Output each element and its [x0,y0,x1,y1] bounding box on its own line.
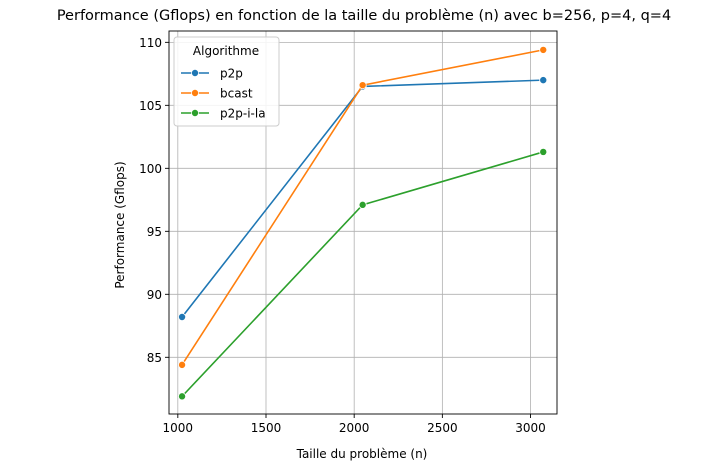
data-point [178,360,187,369]
legend-title: Algorithme [193,44,259,58]
data-point [178,312,187,321]
data-point [539,147,548,156]
y-tick-label: 85 [147,351,162,365]
legend-marker [190,69,199,78]
data-point [539,45,548,54]
x-tick-label: 1000 [163,421,194,435]
data-point [539,76,548,85]
legend-marker [190,109,199,118]
legend-items: p2p bcast p2p-i-la [181,67,266,121]
series-layer [178,45,548,401]
y-axis-label: Performance (Gflops) [113,161,127,288]
data-point [178,392,187,401]
x-tick-label: 2500 [427,421,458,435]
y-tick-label: 90 [147,288,162,302]
legend-item-p2p: p2p [181,67,243,81]
data-point [358,200,367,209]
x-axis: 1000 1500 2000 2500 3000 [163,414,546,435]
x-tick-label: 1500 [251,421,282,435]
legend-item-bcast: bcast [181,87,253,101]
legend-label: p2p [220,67,243,81]
data-point [358,81,367,90]
series-bcast [178,45,548,369]
legend: Algorithme p2p bcast p2p-i-la [173,36,280,127]
legend-marker [190,89,199,98]
y-tick-label: 95 [147,225,162,239]
y-tick-label: 105 [139,99,162,113]
series-line [181,151,544,397]
legend-item-p2p-i-la: p2p-i-la [181,107,266,121]
x-tick-label: 2000 [339,421,370,435]
plot-area: 1000 1500 2000 2500 3000 85 90 95 100 105 110 [139,30,558,435]
y-tick-label: 110 [139,36,162,50]
legend-box [173,36,280,127]
y-tick-label: 100 [139,162,162,176]
y-axis: 85 90 95 100 105 110 [139,36,169,365]
legend-label: p2p-i-la [220,107,266,121]
x-axis-label: Taille du problème (n) [296,447,428,461]
plot-frame [168,30,558,415]
x-tick-label: 3000 [515,421,546,435]
chart-title: Performance (Gflops) en fonction de la t… [57,8,671,24]
legend-label: bcast [220,87,253,101]
series-p2p-i-la [178,147,548,401]
